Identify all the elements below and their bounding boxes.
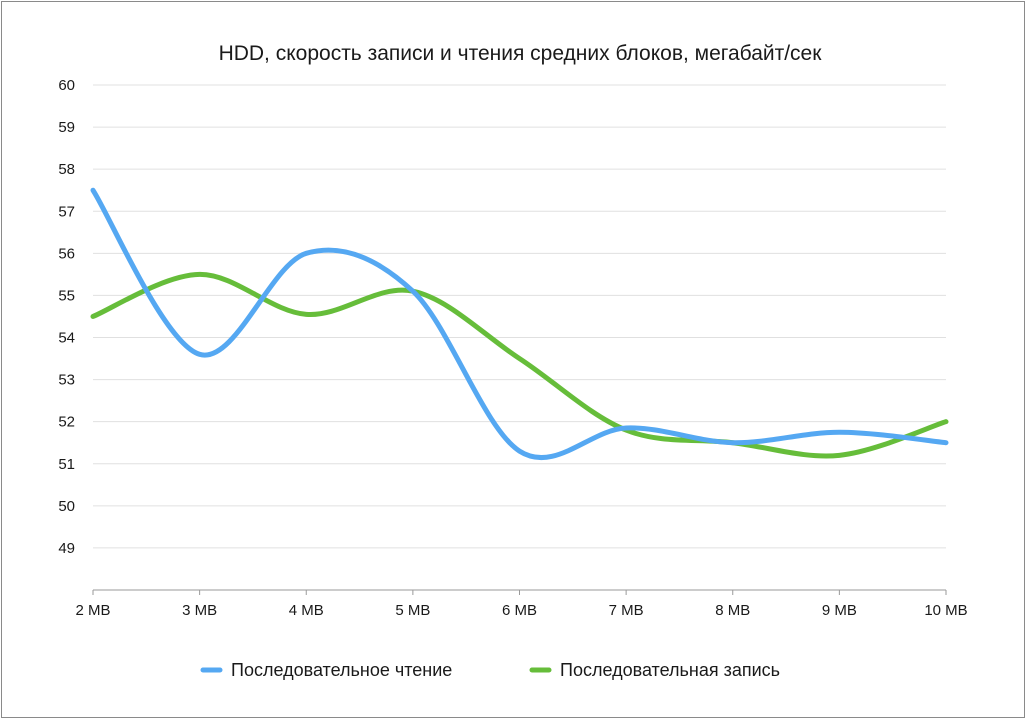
- legend-label: Последовательная запись: [560, 660, 780, 680]
- x-tick-label: 9 MB: [822, 602, 857, 619]
- legend-label: Последовательное чтение: [231, 660, 452, 680]
- x-tick-label: 2 MB: [75, 602, 110, 619]
- x-tick-label: 5 MB: [395, 602, 430, 619]
- x-tick-label: 4 MB: [289, 602, 324, 619]
- y-tick-label: 59: [58, 119, 75, 136]
- y-tick-label: 49: [58, 540, 75, 557]
- x-axis: 2 MB 3 MB 4 MB 5 MB 6 MB 7 MB 8 MB 9 MB 10 MB: [75, 589, 968, 619]
- y-tick-label: 51: [58, 456, 75, 473]
- y-tick-label: 55: [58, 287, 75, 304]
- y-tick-label: 56: [58, 245, 75, 262]
- x-tick-label: 8 MB: [715, 602, 750, 619]
- x-tick-label: 7 MB: [609, 602, 644, 619]
- y-tick-label: 54: [58, 330, 75, 347]
- x-tick-label: 6 MB: [502, 602, 537, 619]
- x-tick-label: 3 MB: [182, 602, 217, 619]
- series-line-0: [90, 187, 949, 460]
- y-tick-label: 60: [58, 77, 75, 94]
- series-line-1: [90, 271, 949, 459]
- chart-title: HDD, скорость записи и чтения средних бл…: [219, 42, 823, 65]
- y-tick-label: 58: [58, 161, 75, 178]
- y-tick-label: 52: [58, 414, 75, 431]
- gridlines: [93, 84, 946, 549]
- legend: Последовательное чтение Последовательная …: [200, 660, 780, 680]
- y-tick-label: 57: [58, 203, 75, 220]
- x-tick-label: 10 MB: [924, 602, 967, 619]
- y-tick-label: 53: [58, 372, 75, 389]
- y-axis-tick-labels: 49 50 51 52 53 54 55 56 57 58 59 60: [58, 77, 75, 557]
- data-series: [90, 187, 949, 460]
- y-tick-label: 50: [58, 498, 75, 515]
